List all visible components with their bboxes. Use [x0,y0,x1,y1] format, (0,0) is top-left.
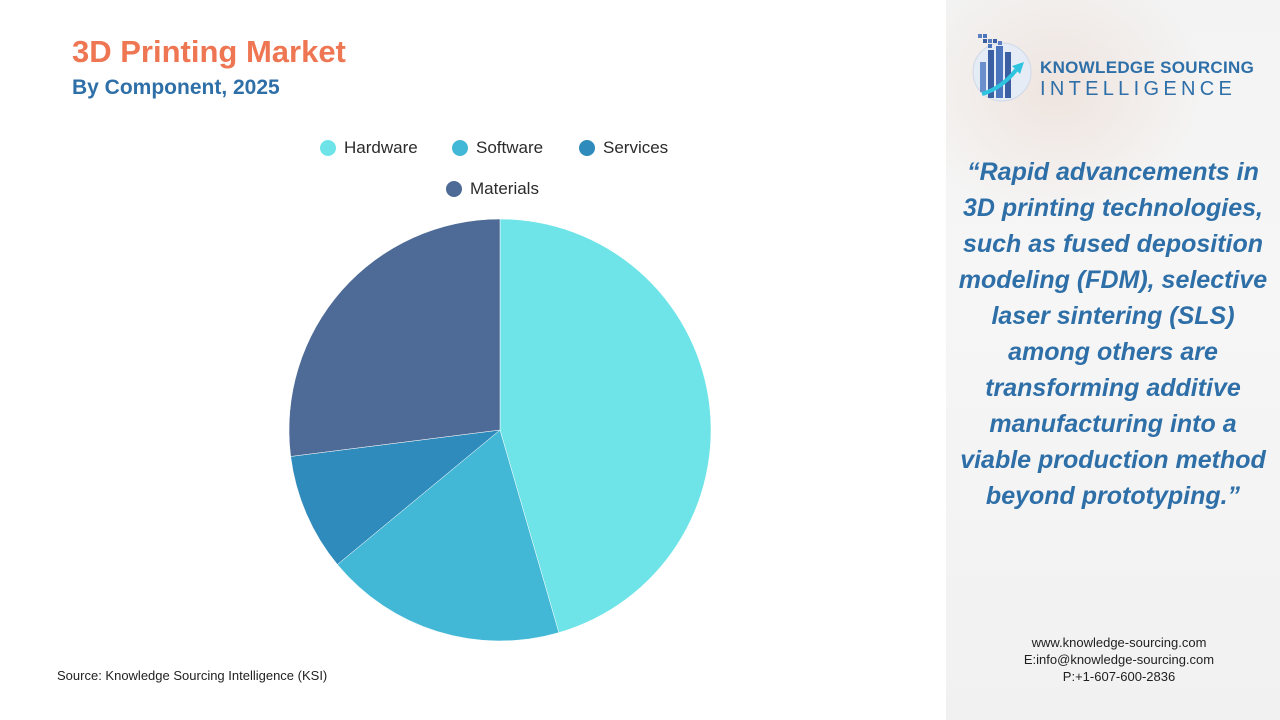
pie-chart [288,218,712,642]
pie-slice-software[interactable] [337,429,560,642]
legend-swatch-software [452,140,468,156]
brand-name-line2: INTELLIGENCE [1040,78,1237,100]
legend-item-software[interactable]: Software [452,138,543,158]
pie-slice-materials[interactable] [288,218,501,457]
chart-panel: 3D Printing Market By Component, 2025 Ha… [57,34,712,683]
contact-email[interactable]: E:info@knowledge-sourcing.com [1023,652,1215,667]
pie-slice-services[interactable] [290,429,501,565]
legend-item-services[interactable]: Services [579,138,668,158]
legend-item-hardware[interactable]: Hardware [320,138,418,158]
brand-name-line1: KNOWLEDGE SOURCING [1040,58,1255,77]
source-note: Source: Knowledge Sourcing Intelligence … [57,668,328,683]
legend-swatch-services [579,140,595,156]
contact-phone[interactable]: P:+1-607-600-2836 [1062,669,1176,684]
contact-info: www.knowledge-sourcing.com E:info@knowle… [946,634,1280,685]
brand-logo[interactable]: KNOWLEDGE SOURCING INTELLIGENCE [972,28,1272,108]
building-growth-arrow-icon [972,34,1032,102]
chart-title: 3D Printing Market [72,34,346,69]
contact-website[interactable]: www.knowledge-sourcing.com [1031,635,1207,650]
chart-subtitle: By Component, 2025 [72,76,280,99]
legend-swatch-materials [446,181,462,197]
legend-swatch-hardware [320,140,336,156]
highlight-quote: “Rapid advancements in 3D printing techn… [958,158,1268,510]
legend-label-software: Software [476,138,544,157]
legend-label-services: Services [603,138,669,157]
legend-label-hardware: Hardware [344,138,418,157]
pie-slice-hardware[interactable] [499,218,712,633]
legend-item-materials[interactable]: Materials [446,179,539,199]
chart-legend: Hardware Software Services Materials [0,134,990,204]
legend-label-materials: Materials [470,179,539,198]
info-panel: KNOWLEDGE SOURCING INTELLIGENCE “Rapid a… [946,0,1280,720]
